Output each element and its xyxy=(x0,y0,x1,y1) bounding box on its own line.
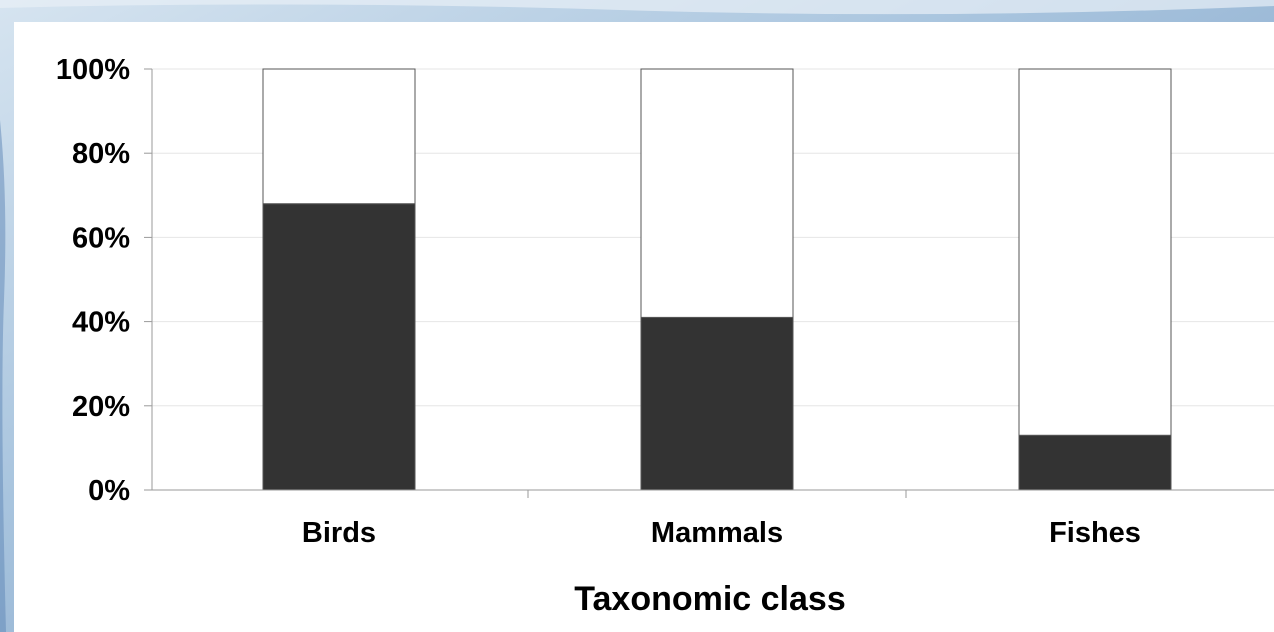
bar-chart: 0% 20% 40% 60% 80% 100% Birds Mammals Fishes Ta… xyxy=(56,54,1274,618)
bar-birds-segment-2 xyxy=(262,68,416,205)
bar-mammals-segment-1 xyxy=(640,316,794,491)
x-axis-title: Taxonomic class xyxy=(574,580,846,618)
y-tick-label: 100% xyxy=(56,54,130,86)
axes xyxy=(144,68,1274,498)
y-tick-label: 60% xyxy=(72,222,130,254)
bar-mammals-segment-2 xyxy=(640,68,794,318)
x-tick-label: Mammals xyxy=(651,517,783,549)
bar-fishes-segment-1 xyxy=(1018,434,1172,491)
y-tick-label: 80% xyxy=(72,138,130,170)
y-tick-label: 20% xyxy=(72,391,130,423)
x-tick-labels: Birds Mammals Fishes xyxy=(302,517,1141,549)
x-tick-label: Fishes xyxy=(1049,517,1141,549)
bar-fishes-segment-2 xyxy=(1018,68,1172,436)
y-tick-label: 0% xyxy=(88,475,130,507)
chart-panel: 0% 20% 40% 60% 80% 100% Birds Mammals Fishes Ta… xyxy=(14,22,1274,632)
x-tick-label: Birds xyxy=(302,517,376,549)
y-tick-label: 40% xyxy=(72,307,130,339)
bars xyxy=(262,68,1172,491)
y-tick-labels: 0% 20% 40% 60% 80% 100% xyxy=(56,54,130,507)
bar-birds-segment-1 xyxy=(262,203,416,491)
